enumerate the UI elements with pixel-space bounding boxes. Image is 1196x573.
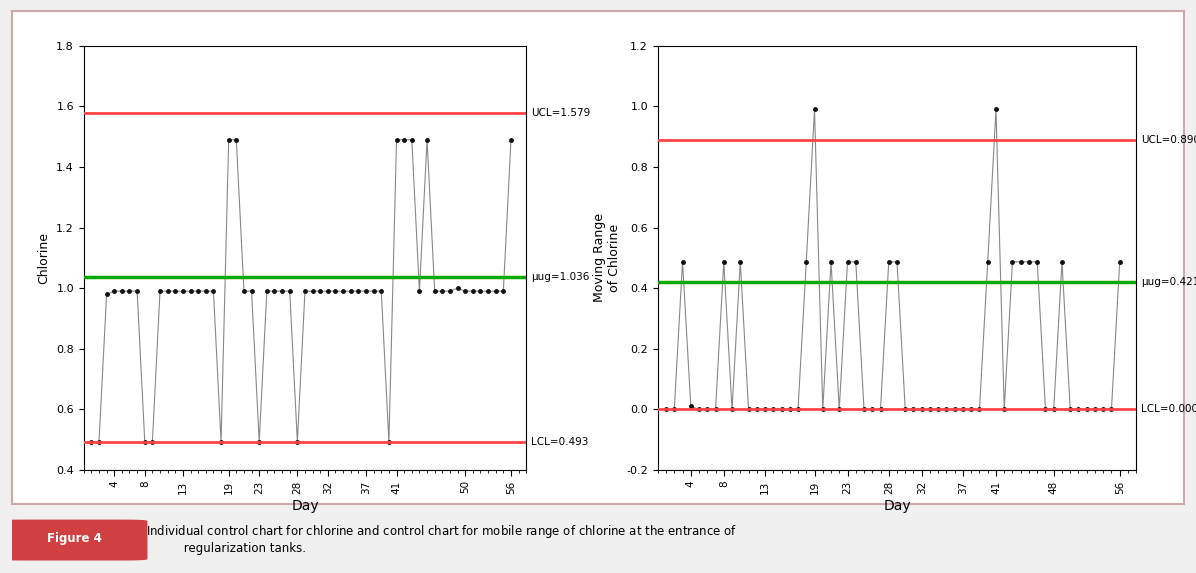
Text: LCL=0.493: LCL=0.493	[531, 437, 588, 447]
Text: μug=1.036: μug=1.036	[531, 272, 590, 282]
Text: Figure 4: Figure 4	[47, 532, 102, 545]
Text: μug=0.421: μug=0.421	[1141, 277, 1196, 286]
Text: LCL=0.000: LCL=0.000	[1141, 405, 1196, 414]
X-axis label: Day: Day	[883, 499, 911, 513]
Y-axis label: Chlorine: Chlorine	[38, 232, 50, 284]
Y-axis label: Moving Range
of Chlorine: Moving Range of Chlorine	[593, 213, 621, 303]
Text: $\bar{x}$ Individual control chart for chlorine and control chart for mobile ran: $\bar{x}$ Individual control chart for c…	[135, 523, 737, 555]
X-axis label: Day: Day	[291, 499, 319, 513]
FancyBboxPatch shape	[0, 520, 147, 560]
Text: UCL=0.890: UCL=0.890	[1141, 135, 1196, 145]
Text: UCL=1.579: UCL=1.579	[531, 108, 590, 118]
